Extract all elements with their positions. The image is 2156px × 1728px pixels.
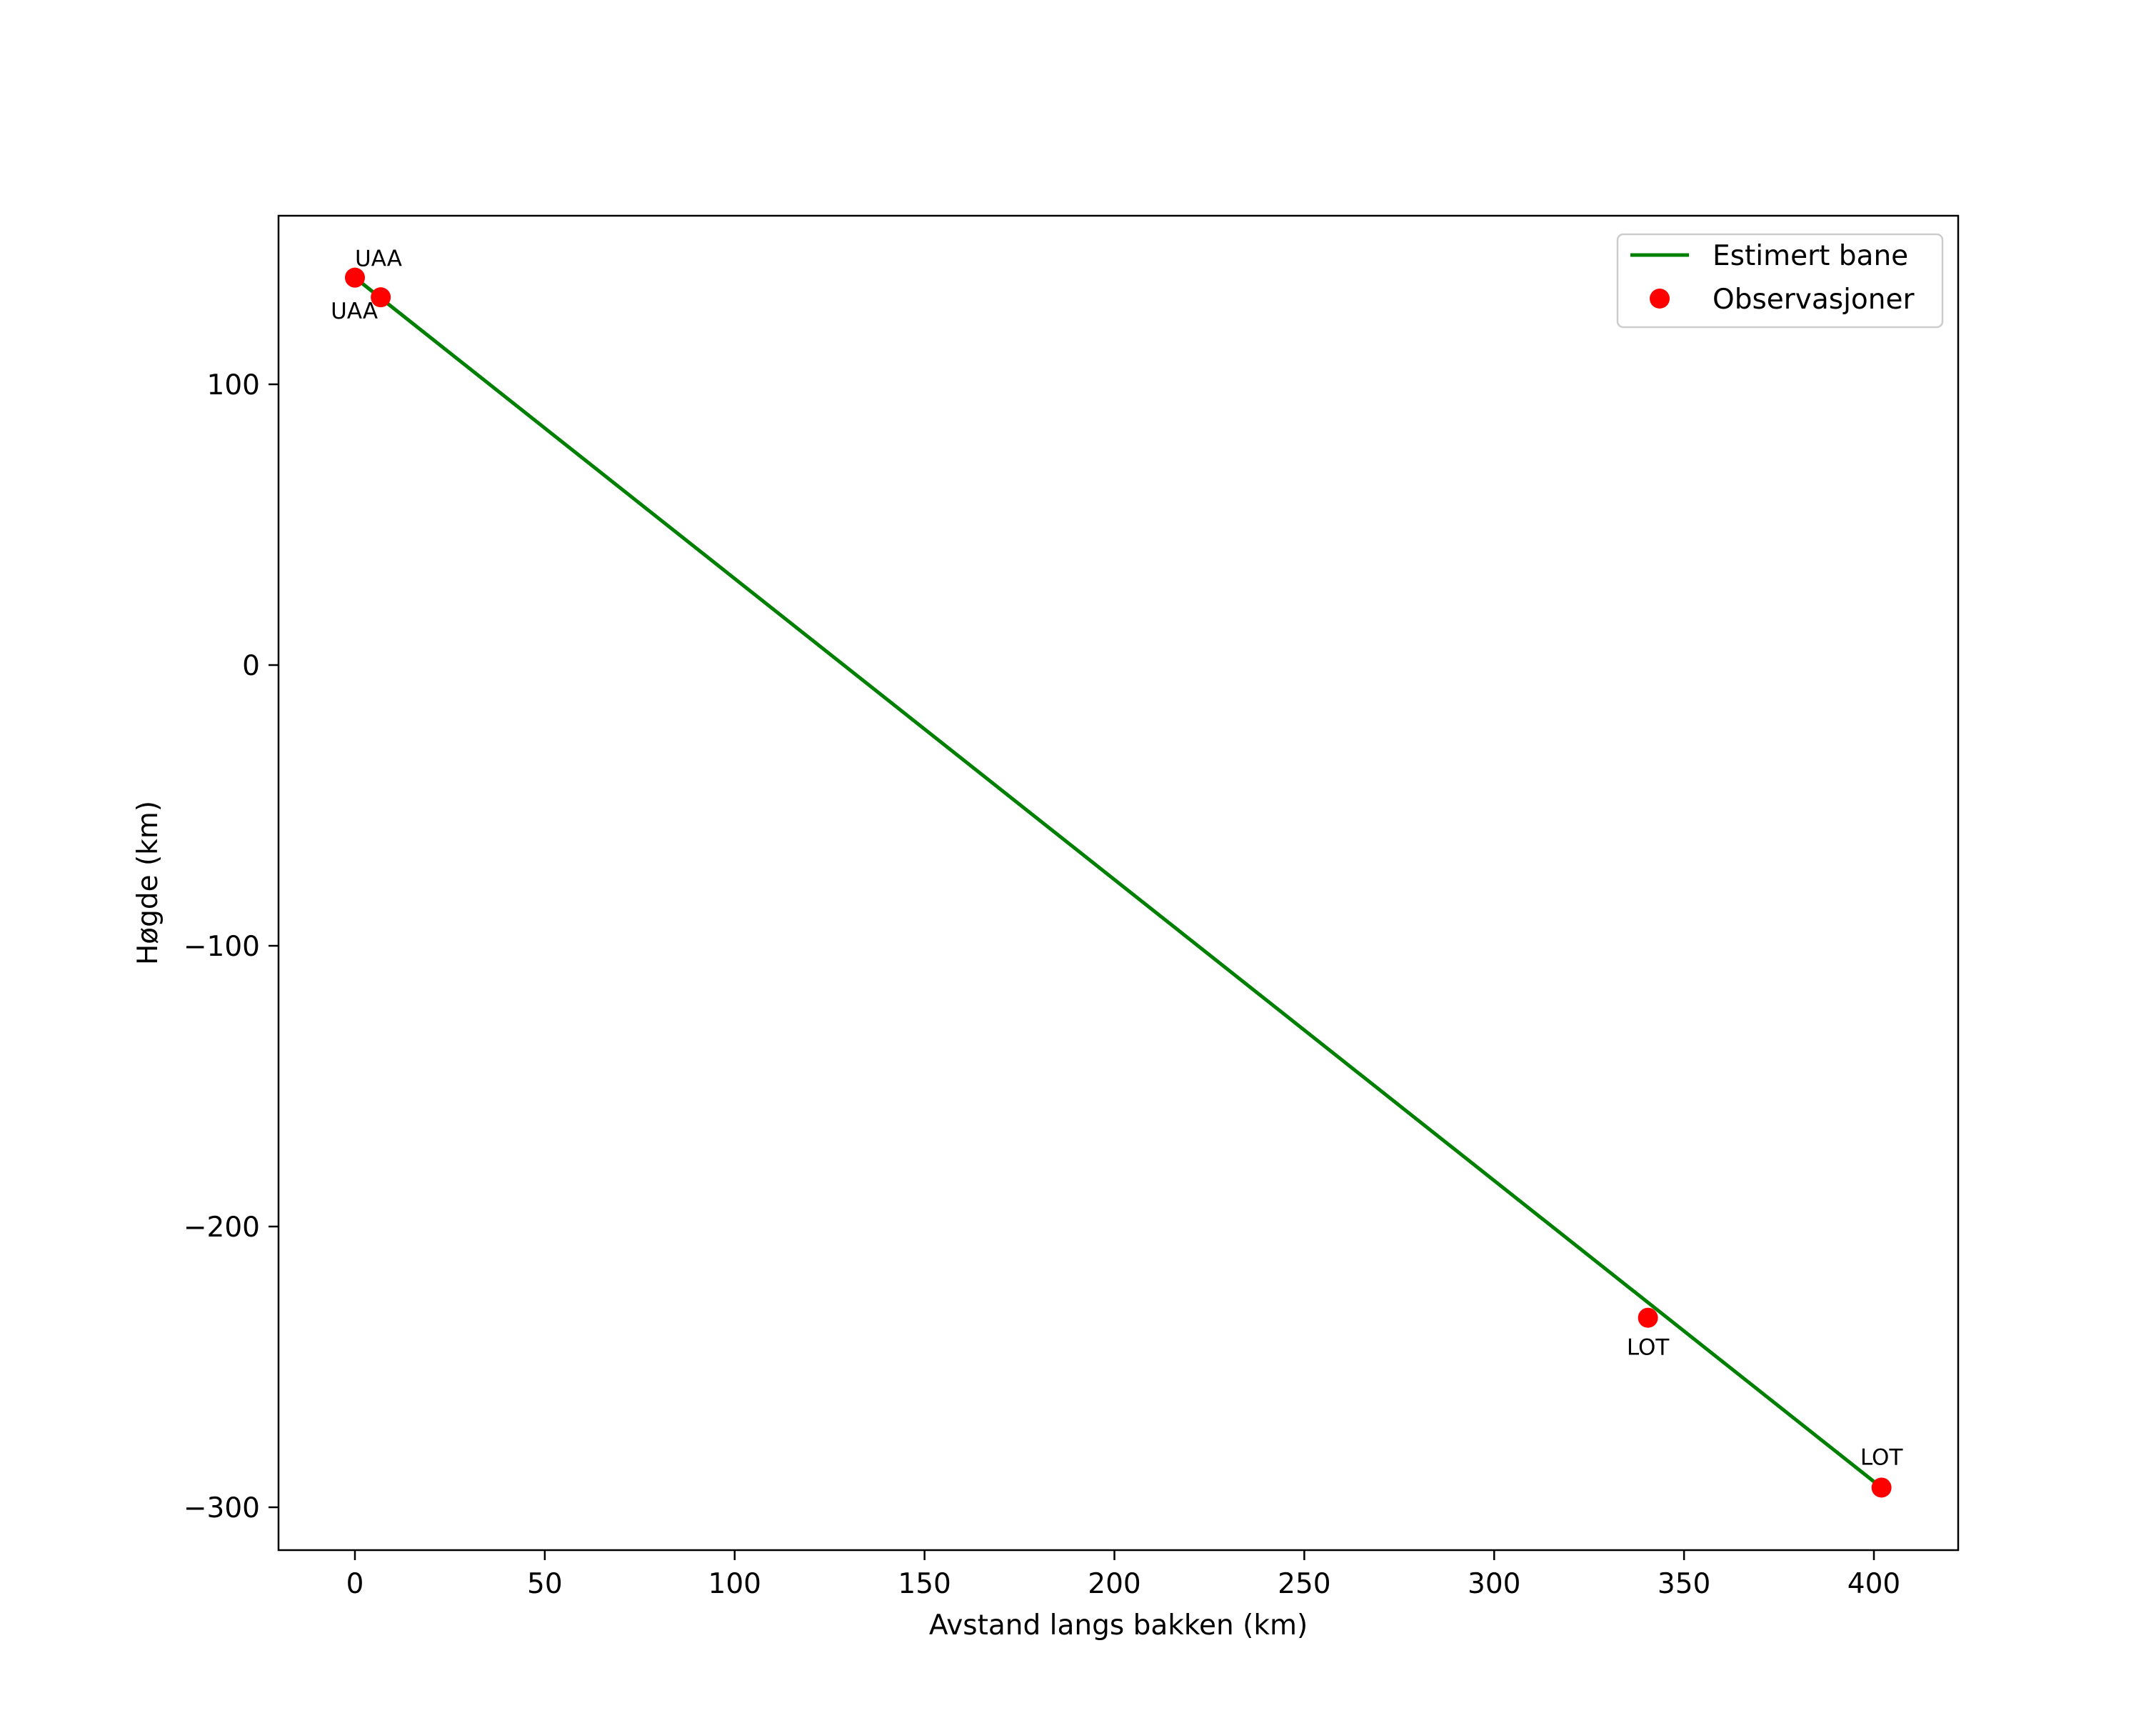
plot-area: UAA UAA LOT LOT bbox=[331, 246, 1903, 1498]
station-label: UAA bbox=[331, 299, 378, 324]
y-axis-label: Høgde (km) bbox=[132, 801, 164, 965]
station-label: LOT bbox=[1860, 1444, 1904, 1470]
x-tick-label: 50 bbox=[527, 1568, 563, 1600]
y-tick-label: 0 bbox=[242, 650, 260, 682]
legend-dot-icon bbox=[1650, 289, 1670, 309]
x-axis-ticks: 0 50 100 150 200 250 300 350 400 bbox=[346, 1550, 1900, 1600]
y-tick-label: −100 bbox=[184, 931, 260, 963]
legend-label-observasjoner: Observasjoner bbox=[1713, 284, 1915, 316]
y-tick-label: 100 bbox=[207, 369, 260, 401]
x-tick-label: 400 bbox=[1847, 1568, 1900, 1600]
observation-point bbox=[345, 267, 365, 288]
x-tick-label: 150 bbox=[898, 1568, 951, 1600]
y-axis-ticks: 100 0 −100 −200 −300 bbox=[184, 369, 279, 1524]
station-label: UAA bbox=[355, 246, 402, 272]
legend-label-estimert-bane: Estimert bane bbox=[1713, 240, 1908, 272]
axes-border bbox=[277, 214, 1960, 1552]
y-tick-label: −300 bbox=[184, 1492, 260, 1524]
x-tick-label: 100 bbox=[708, 1568, 761, 1600]
x-tick-label: 0 bbox=[346, 1568, 364, 1600]
axes-frame bbox=[277, 214, 1960, 1552]
legend-box bbox=[1616, 233, 1944, 329]
estimated-trajectory-line bbox=[354, 276, 1883, 1489]
x-tick-label: 300 bbox=[1468, 1568, 1520, 1600]
y-tick-label: −200 bbox=[184, 1212, 260, 1244]
station-label: LOT bbox=[1627, 1335, 1670, 1361]
observation-point bbox=[1638, 1307, 1658, 1328]
observation-point bbox=[371, 287, 391, 308]
observation-point bbox=[1871, 1477, 1892, 1498]
x-tick-label: 250 bbox=[1278, 1568, 1330, 1600]
x-tick-label: 200 bbox=[1088, 1568, 1140, 1600]
x-tick-label: 350 bbox=[1658, 1568, 1710, 1600]
legend: Estimert bane Observasjoner bbox=[1616, 233, 1944, 329]
x-axis-label: Avstand langs bakken (km) bbox=[929, 1609, 1308, 1642]
